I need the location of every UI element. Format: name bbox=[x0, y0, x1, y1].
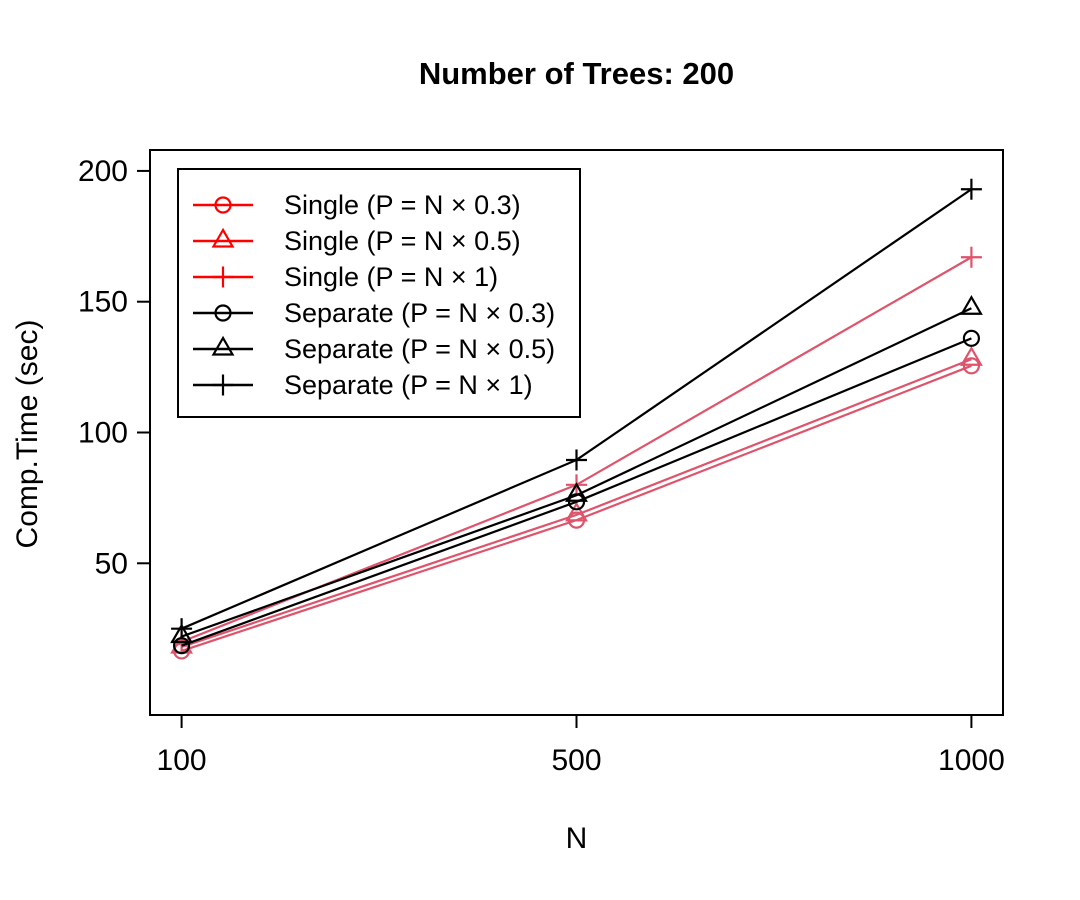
legend-swatch bbox=[193, 335, 253, 356]
legend-swatch bbox=[193, 304, 253, 322]
legend-swatch bbox=[193, 266, 253, 288]
marker-circle-icon bbox=[214, 304, 232, 322]
marker-triangle-icon bbox=[565, 482, 588, 502]
legend-item-label: Single (P = N × 1) bbox=[284, 261, 499, 292]
legend-item: Separate (P = N × 1) bbox=[179, 367, 579, 403]
legend-item-label: Single (P = N × 0.3) bbox=[284, 189, 521, 220]
legend-swatch bbox=[193, 374, 253, 396]
x-axis-label: N bbox=[565, 822, 588, 855]
series-line-1 bbox=[181, 358, 972, 649]
marker-triangle-icon bbox=[959, 346, 983, 366]
legend-item: Single (P = N × 0.3) bbox=[179, 187, 579, 223]
legend-swatch bbox=[193, 196, 253, 214]
legend-swatch bbox=[193, 227, 253, 248]
marker-triangle-icon bbox=[170, 623, 194, 644]
marker-circle-icon bbox=[962, 329, 981, 347]
legend-box: Single (P = N × 0.3) Single (P = N × 0.5)… bbox=[177, 168, 581, 418]
marker-triangle-icon bbox=[211, 227, 235, 248]
x-tick-label: 500 bbox=[551, 744, 601, 777]
y-tick-label: 150 bbox=[78, 286, 128, 319]
legend-item: Separate (P = N × 0.3) bbox=[179, 295, 579, 331]
legend-item: Single (P = N × 0.5) bbox=[179, 223, 579, 259]
series-line-4 bbox=[181, 307, 972, 638]
legend-item-label: Separate (P = N × 0.5) bbox=[284, 333, 556, 364]
legend-item: Separate (P = N × 0.5) bbox=[179, 331, 579, 367]
chart-title: Number of Trees: 200 bbox=[418, 56, 735, 91]
y-tick-label: 200 bbox=[78, 155, 128, 188]
x-tick-label: 100 bbox=[157, 744, 207, 777]
legend-item-label: Separate (P = N × 0.3) bbox=[284, 297, 556, 328]
legend-item-label: Separate (P = N × 1) bbox=[284, 369, 533, 400]
y-tick-label: 50 bbox=[95, 547, 128, 580]
marker-circle-icon bbox=[214, 196, 232, 214]
y-tick-label: 100 bbox=[78, 417, 128, 450]
legend-item: Single (P = N × 1) bbox=[179, 259, 579, 295]
y-axis-label: Comp.Time (sec) bbox=[11, 319, 44, 549]
marker-triangle-icon bbox=[565, 501, 588, 522]
x-tick-label: 1000 bbox=[938, 744, 1005, 777]
marker-triangle-icon bbox=[959, 295, 983, 315]
legend-item-label: Single (P = N × 0.5) bbox=[284, 225, 521, 256]
marker-triangle-icon bbox=[211, 335, 235, 356]
